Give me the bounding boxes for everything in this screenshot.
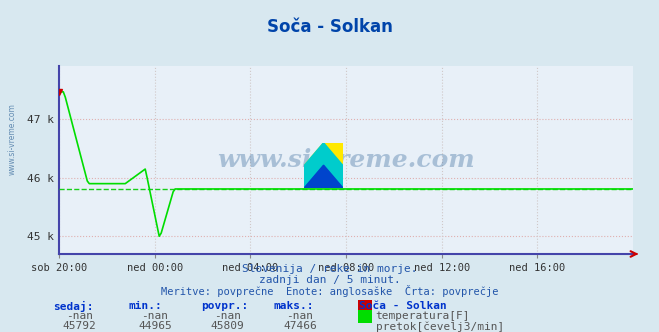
Text: -nan: -nan [287, 311, 313, 321]
Text: -nan: -nan [142, 311, 168, 321]
Text: -nan: -nan [214, 311, 241, 321]
Text: -nan: -nan [66, 311, 92, 321]
Text: maks.:: maks.: [273, 301, 314, 311]
Text: 45809: 45809 [210, 321, 244, 331]
Text: zadnji dan / 5 minut.: zadnji dan / 5 minut. [258, 275, 401, 285]
Text: sedaj:: sedaj: [53, 301, 93, 312]
Text: www.si-vreme.com: www.si-vreme.com [217, 148, 475, 172]
Text: min.:: min.: [129, 301, 162, 311]
Text: Slovenija / reke in morje.: Slovenija / reke in morje. [242, 264, 417, 274]
Text: 45792: 45792 [62, 321, 96, 331]
Text: pretok[čevelj3/min]: pretok[čevelj3/min] [376, 321, 504, 332]
Text: 44965: 44965 [138, 321, 172, 331]
Polygon shape [304, 165, 343, 188]
Polygon shape [304, 143, 343, 165]
Text: www.si-vreme.com: www.si-vreme.com [8, 104, 17, 175]
Text: povpr.:: povpr.: [201, 301, 248, 311]
Text: 47466: 47466 [283, 321, 317, 331]
Text: Meritve: povprečne  Enote: anglosaške  Črta: povprečje: Meritve: povprečne Enote: anglosaške Črt… [161, 285, 498, 297]
Text: temperatura[F]: temperatura[F] [376, 311, 470, 321]
Text: Soča - Solkan: Soča - Solkan [266, 18, 393, 36]
Text: Soča - Solkan: Soča - Solkan [359, 301, 447, 311]
Polygon shape [304, 143, 343, 188]
